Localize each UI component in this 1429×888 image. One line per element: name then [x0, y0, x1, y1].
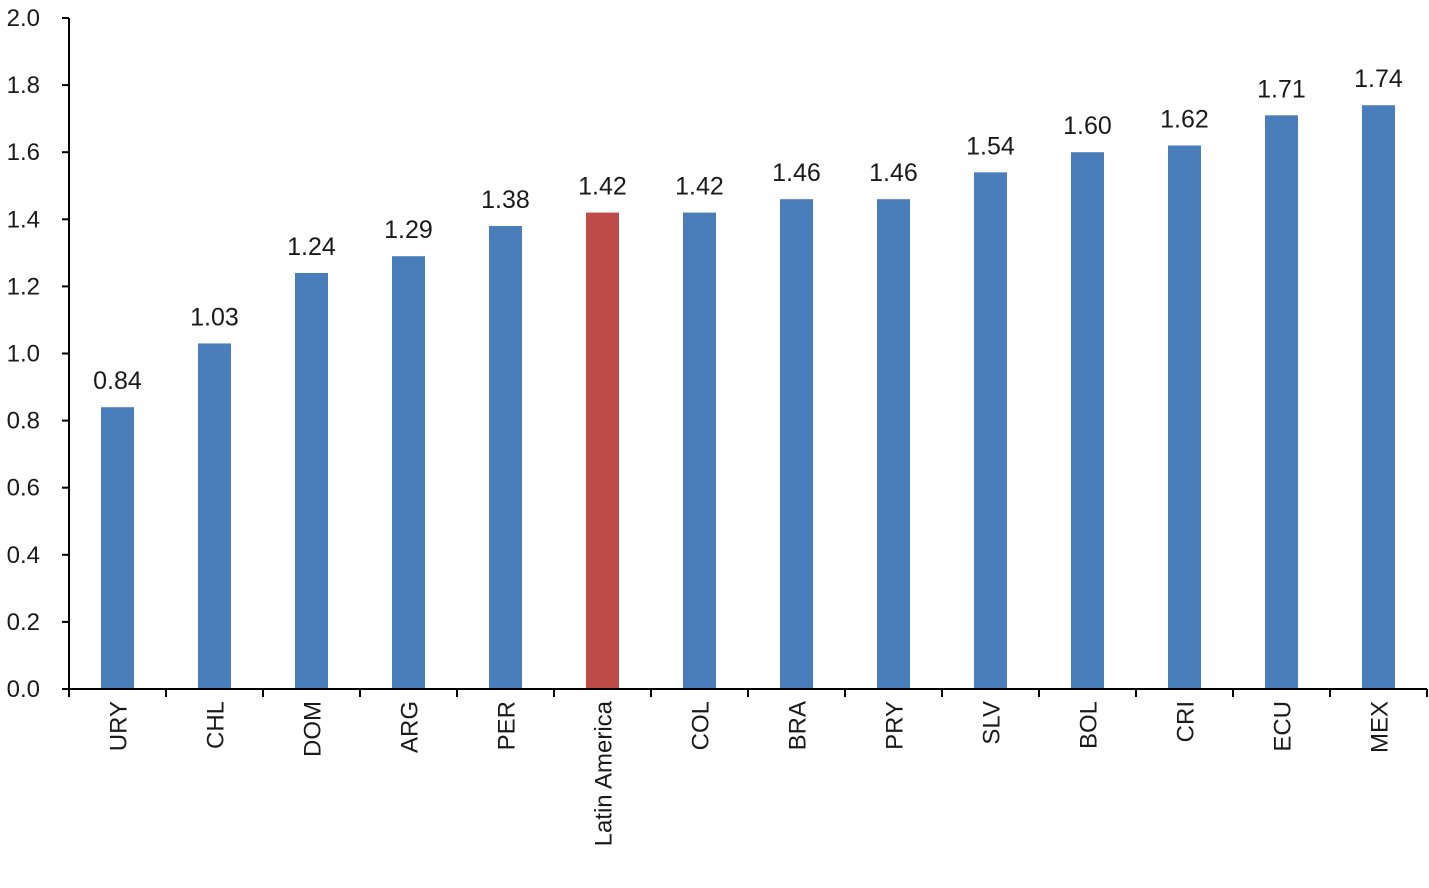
- x-tick-label: BOL: [1076, 701, 1103, 749]
- y-tick-label: 0.4: [7, 542, 40, 569]
- y-tick-label: 1.0: [7, 341, 40, 368]
- data-label: 1.60: [1063, 112, 1112, 140]
- y-tick-label: 0.0: [7, 676, 40, 703]
- x-axis: URY CHL DOM ARG PER Latin America COL BRA PRY SLV…: [68, 688, 1428, 846]
- x-tick-label: ARG: [397, 701, 424, 753]
- y-tick-label: 1.2: [7, 273, 40, 300]
- bar: [198, 343, 231, 689]
- data-label: 1.29: [384, 216, 433, 244]
- bar: [1265, 115, 1298, 690]
- y-axis: 0.0 0.2 0.4 0.6 0.8 1.0 1.2 1.4 1.6 1.8 2.0: [7, 5, 70, 703]
- y-tick-label: 0.2: [7, 609, 40, 636]
- x-tick-label: SLV: [979, 701, 1006, 745]
- bar: [392, 256, 425, 689]
- bar: [1168, 145, 1201, 690]
- data-label: 1.46: [869, 159, 918, 187]
- data-label: 1.24: [287, 233, 336, 261]
- x-tick-label: CHL: [203, 701, 230, 749]
- data-label: 1.38: [481, 186, 530, 214]
- y-tick-label: 0.8: [7, 408, 40, 435]
- y-tick-label: 1.4: [7, 206, 40, 233]
- bars: [101, 105, 1395, 690]
- data-label: 1.74: [1354, 65, 1403, 93]
- bar: [780, 199, 813, 690]
- x-tick-label: Latin America: [591, 700, 618, 846]
- x-tick-label: BRA: [785, 701, 812, 750]
- x-tick-label: PRY: [882, 701, 909, 750]
- bar: [295, 272, 328, 689]
- bar: [974, 172, 1007, 689]
- x-tick-label: PER: [494, 701, 521, 750]
- x-tick-label: DOM: [300, 701, 327, 757]
- data-label: 1.03: [190, 303, 239, 331]
- bar: [489, 226, 522, 689]
- data-label: 1.62: [1160, 105, 1209, 133]
- y-tick-label: 1.8: [7, 72, 40, 99]
- data-label: 1.42: [578, 173, 627, 201]
- data-label: 1.42: [675, 173, 724, 201]
- bar: [1362, 105, 1395, 690]
- x-tick-label: CRI: [1173, 701, 1200, 742]
- y-tick-label: 0.6: [7, 475, 40, 502]
- y-tick-label: 1.6: [7, 139, 40, 166]
- x-tick-label: COL: [688, 701, 715, 750]
- y-tick-label: 2.0: [7, 5, 40, 32]
- x-tick-label: URY: [106, 701, 133, 751]
- bar: [683, 212, 716, 689]
- x-tick-label: MEX: [1367, 701, 1394, 753]
- data-label: 1.54: [966, 132, 1015, 160]
- bar-highlight: [586, 212, 619, 689]
- data-label: 0.84: [93, 367, 142, 395]
- bar: [101, 407, 134, 689]
- bar: [877, 199, 910, 690]
- data-label: 1.71: [1257, 75, 1306, 103]
- x-tick-label: ECU: [1270, 701, 1297, 752]
- bar: [1071, 152, 1104, 689]
- data-labels: 0.84 1.03 1.24 1.29 1.38 1.42 1.42 1.46 1.46 1.54…: [93, 65, 1403, 395]
- data-label: 1.46: [772, 159, 821, 187]
